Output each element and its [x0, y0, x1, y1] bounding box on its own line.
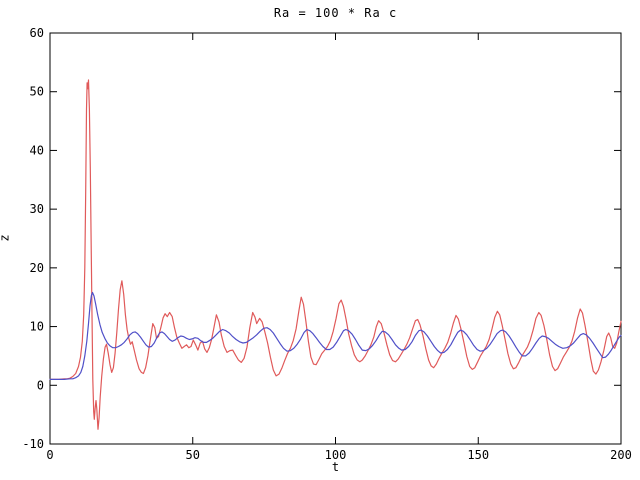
- y-tick-label: 50: [30, 85, 44, 99]
- y-tick-label: 60: [30, 26, 44, 40]
- y-tick-label: 40: [30, 143, 44, 157]
- x-axis-label: t: [331, 460, 340, 474]
- x-tick-label: 100: [325, 448, 347, 462]
- x-tick-label: 0: [46, 448, 53, 462]
- plot-border: [49, 32, 622, 445]
- series-red-line: [49, 79, 622, 430]
- y-tick-label: -10: [22, 437, 44, 451]
- x-tick-label: 50: [186, 448, 200, 462]
- x-tick-label: 200: [610, 448, 632, 462]
- y-tick-label: 30: [30, 202, 44, 216]
- y-tick-label: 20: [30, 261, 44, 275]
- chart-title: Ra = 100 * Ra c: [273, 6, 398, 20]
- y-tick-label: 0: [37, 378, 44, 392]
- x-tick-label: 150: [467, 448, 489, 462]
- y-tick-label: 10: [30, 320, 44, 334]
- data-series: [49, 79, 622, 430]
- tick-marks: [49, 32, 622, 445]
- series-blue-line: [49, 291, 622, 380]
